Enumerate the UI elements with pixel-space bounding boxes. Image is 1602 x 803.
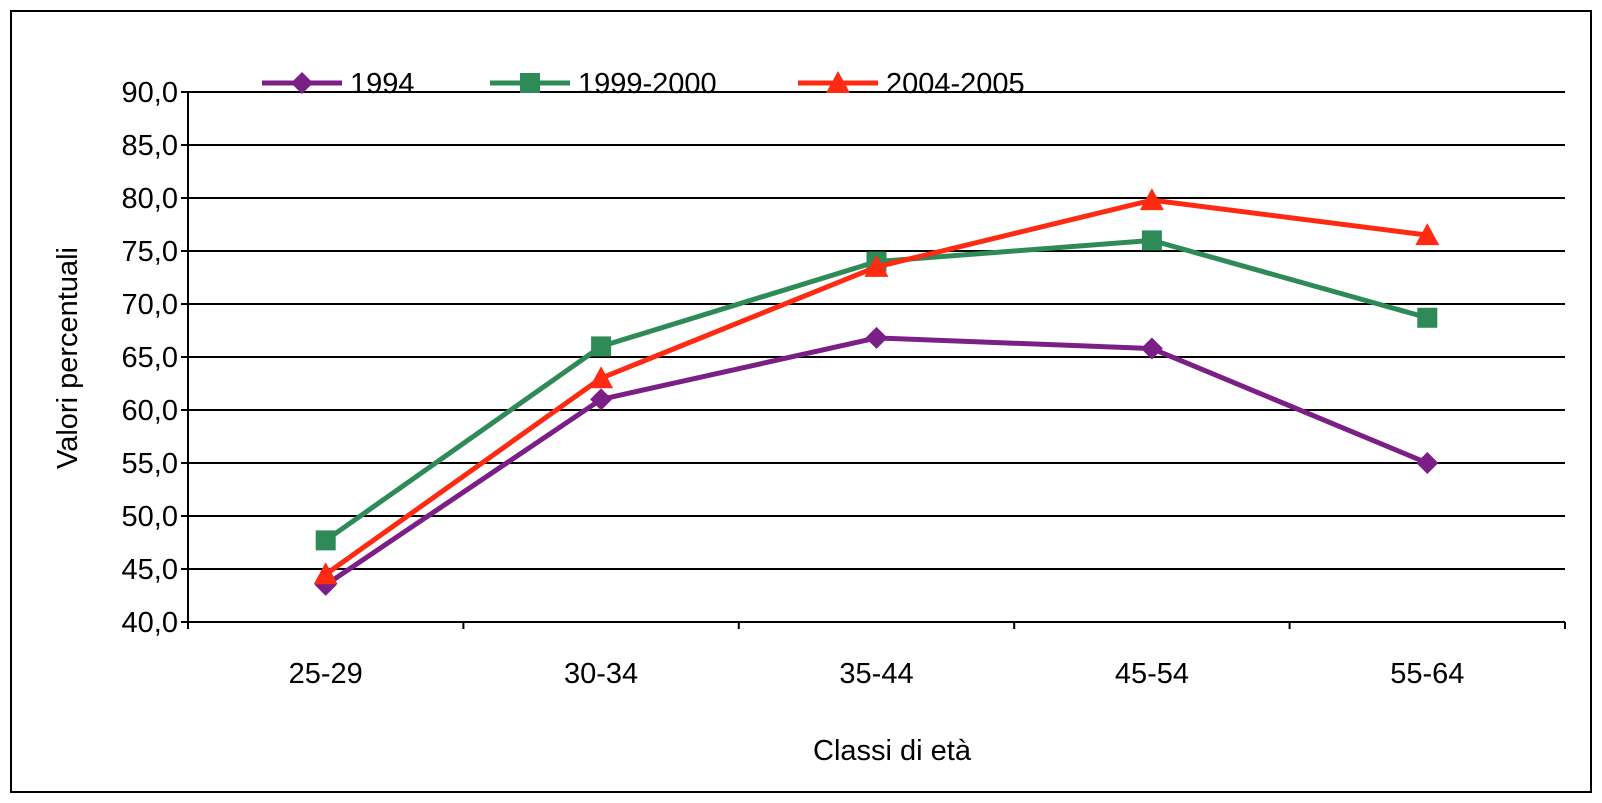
data-point <box>315 530 336 551</box>
x-tick-label: 55-64 <box>1390 658 1464 690</box>
x-tick-label: 45-54 <box>1115 658 1189 690</box>
y-tick-label: 50,0 <box>122 501 178 533</box>
y-tick-label: 40,0 <box>122 607 178 639</box>
data-point <box>1415 223 1440 246</box>
y-tick-labels: 40,0 45,0 50,0 55,0 60,0 65,0 70,0 75,0 80,0 85,0… <box>122 77 178 639</box>
y-tick-label: 65,0 <box>122 342 178 374</box>
data-point <box>313 562 338 585</box>
legend-label: 1994 <box>350 68 415 100</box>
axes <box>181 91 1566 629</box>
legend-label: 1999-2000 <box>578 68 717 100</box>
legend-marker <box>826 71 850 93</box>
chart-frame <box>10 10 1592 793</box>
data-point <box>1417 307 1438 328</box>
legend-marker <box>520 73 540 93</box>
legend-label: 2004-2005 <box>886 68 1025 100</box>
legend-item-0: 1994 <box>262 68 415 100</box>
y-tick-label: 55,0 <box>122 448 178 480</box>
x-axis-title: Classi di età <box>813 735 972 767</box>
x-tick-label: 35-44 <box>839 658 913 690</box>
legend: 1994 1999-2000 2004-2005 <box>262 68 1025 100</box>
data-point <box>1141 230 1162 251</box>
data-point <box>1140 337 1163 360</box>
y-axis-title: Valori percentuali <box>52 247 84 469</box>
series-0 <box>314 326 1439 596</box>
data-point <box>1416 452 1439 474</box>
legend-item-1: 1999-2000 <box>490 68 717 100</box>
legend-item-2: 2004-2005 <box>798 68 1025 100</box>
data-point <box>1139 188 1164 211</box>
y-tick-label: 85,0 <box>122 130 178 162</box>
x-tick-label: 30-34 <box>564 658 638 690</box>
data-point <box>590 388 613 411</box>
y-tick-label: 70,0 <box>122 289 178 321</box>
data-point <box>591 336 612 357</box>
series-lines <box>313 188 1440 596</box>
y-tick-label: 90,0 <box>122 77 178 109</box>
data-point <box>589 366 614 389</box>
y-tick-label: 45,0 <box>122 554 178 586</box>
series-2 <box>313 188 1440 585</box>
y-tick-label: 75,0 <box>122 236 178 268</box>
x-tick-label: 25-29 <box>289 658 363 690</box>
data-point <box>864 254 889 277</box>
series-line <box>324 237 1428 543</box>
series-1 <box>315 230 1438 551</box>
x-tick-labels: 25-29 30-34 35-44 45-54 55-64 <box>289 658 1465 690</box>
y-tick-label: 80,0 <box>122 183 178 215</box>
y-tick-label: 60,0 <box>122 395 178 427</box>
legend-marker <box>291 72 313 94</box>
series-line <box>324 335 1429 587</box>
data-point <box>865 326 888 349</box>
grid-lines <box>188 91 1565 570</box>
